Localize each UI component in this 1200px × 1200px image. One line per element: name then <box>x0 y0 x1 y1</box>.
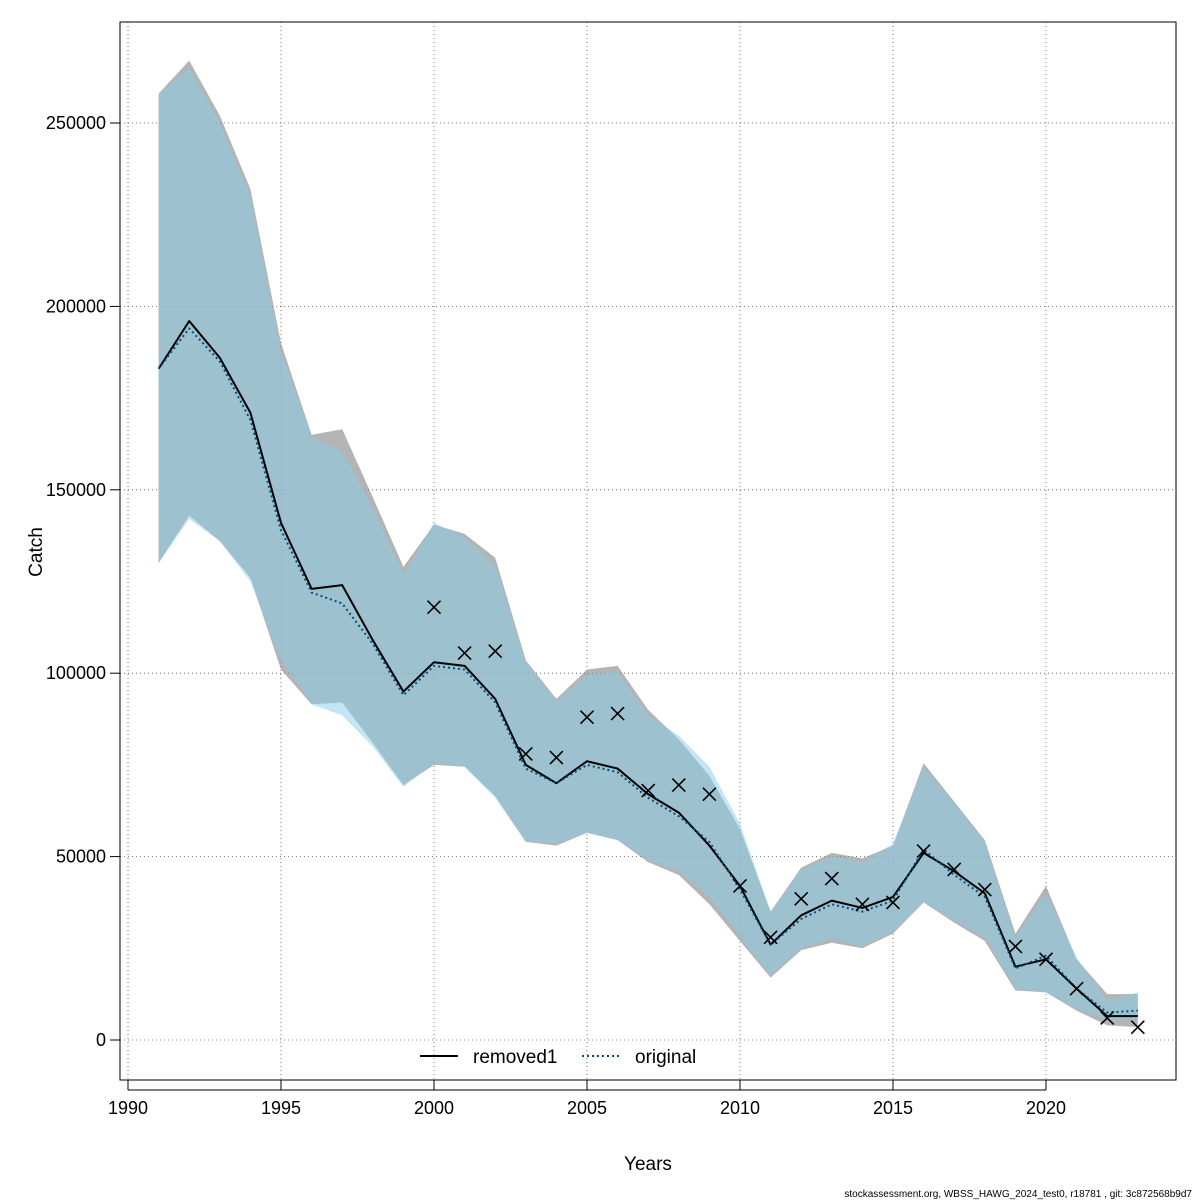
observed-point-2013 <box>824 871 839 886</box>
band-original <box>158 67 1138 1020</box>
observed-mark-b-2016 <box>916 844 931 859</box>
x-tick-label-2010: 2010 <box>720 1098 760 1118</box>
observed-mark-b-2022 <box>1100 1010 1115 1026</box>
legend-label-removed1: removed1 <box>473 1047 558 1068</box>
observed-point-2008 <box>671 778 686 793</box>
x-tick-label-1995: 1995 <box>261 1098 301 1118</box>
observed-mark-b-2007 <box>641 783 656 798</box>
observed-mark-b-2014 <box>855 897 870 912</box>
observed-point-2003 <box>518 746 533 761</box>
observed-mark-b-2003 <box>518 746 533 761</box>
observed-point-2007 <box>641 783 656 798</box>
observed-mark-b-2008 <box>671 778 686 793</box>
observed-mark-b-2020 <box>1038 952 1054 967</box>
observed-point-2019 <box>1008 939 1023 954</box>
y-tick-label-150000: 150000 <box>46 480 106 500</box>
observed-point-2021 <box>1069 981 1084 996</box>
observed-point-2017 <box>947 862 962 877</box>
observed-point-2023 <box>1130 1020 1145 1035</box>
axes: 1990 1995 2000 2005 2010 2015 2020 0 50000 100000… <box>46 113 1066 1118</box>
observed-point-2009 <box>702 787 717 802</box>
legend-label-original: original <box>635 1047 696 1068</box>
observed-point-2004 <box>549 750 564 765</box>
observed-mark-b-2017 <box>947 862 962 877</box>
x-tick-label-1990: 1990 <box>108 1098 148 1118</box>
x-tick-label-2000: 2000 <box>414 1098 454 1118</box>
confidence-bands <box>158 60 1138 1028</box>
observed-mark-b-2021 <box>1069 981 1084 996</box>
observed-point-2010 <box>732 878 748 894</box>
observed-point-2005 <box>579 710 595 725</box>
series-lines <box>157 320 1138 1018</box>
observed-point-2012 <box>794 891 809 906</box>
observed-mark-b-2005 <box>579 710 595 725</box>
observed-mark-b-2019 <box>1008 939 1023 954</box>
footer-caption: stockassessment.org, WBSS_HAWG_2024_test… <box>844 1189 1192 1200</box>
line-original <box>157 327 1138 1014</box>
observed-mark-b-2012 <box>794 891 809 906</box>
x-axis-title: Years <box>624 1154 672 1175</box>
x-tick-label-2005: 2005 <box>567 1098 607 1118</box>
observed-point-2011 <box>763 930 778 945</box>
observed-point-2020 <box>1038 952 1054 967</box>
x-tick-label-2020: 2020 <box>1026 1098 1066 1118</box>
observed-points <box>426 600 1145 1035</box>
observed-mark-b-2011 <box>763 930 778 945</box>
observed-point-2002 <box>488 644 503 659</box>
observed-mark-b-2006 <box>610 706 625 721</box>
line-removed1 <box>157 320 1138 1018</box>
observed-mark-b-2015 <box>885 895 901 910</box>
observed-mark-b-2013 <box>824 871 839 886</box>
observed-point-2014 <box>855 897 870 912</box>
observed-point-2015 <box>885 895 901 910</box>
y-tick-label-50000: 50000 <box>56 847 106 867</box>
y-tick-label-200000: 200000 <box>46 296 106 316</box>
y-tick-label-0: 0 <box>96 1030 106 1050</box>
observed-point-2016 <box>916 844 931 859</box>
observed-mark-b-2009 <box>702 787 717 802</box>
y-tick-label-100000: 100000 <box>46 663 106 683</box>
observed-mark-b-2010 <box>732 878 748 894</box>
observed-mark-b-2023 <box>1130 1020 1145 1035</box>
x-tick-label-2015: 2015 <box>873 1098 913 1118</box>
y-axis-title: Catch <box>26 527 47 577</box>
observed-point-2022 <box>1100 1010 1115 1026</box>
observed-mark-b-2001 <box>457 645 472 661</box>
observed-mark-b-2000 <box>426 600 442 615</box>
observed-point-2000 <box>426 600 442 615</box>
observed-point-2001 <box>457 645 472 661</box>
observed-point-2018 <box>977 882 992 897</box>
observed-mark-b-2004 <box>549 750 564 765</box>
y-tick-label-250000: 250000 <box>46 113 106 133</box>
plot-frame <box>119 21 1177 1081</box>
legend: removed1 original <box>420 1047 696 1068</box>
observed-point-2006 <box>610 706 625 721</box>
observed-mark-b-2018 <box>977 882 992 897</box>
observed-mark-b-2002 <box>488 644 503 659</box>
